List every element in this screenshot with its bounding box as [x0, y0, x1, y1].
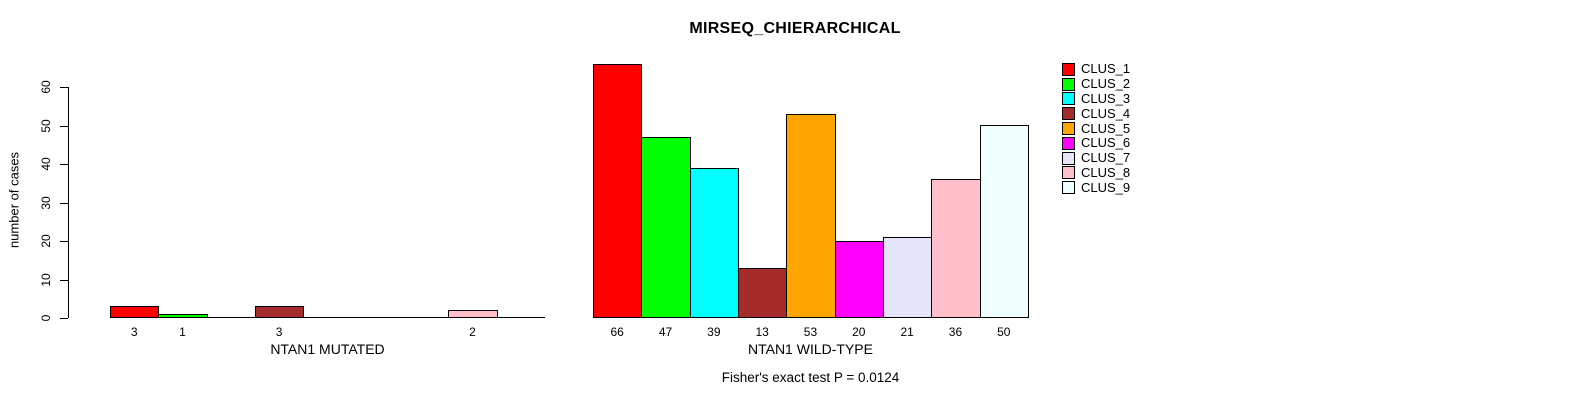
legend-swatch-icon	[1062, 181, 1075, 195]
legend-label: CLUS_5	[1081, 120, 1131, 136]
x-axis-label-wild-type: NTAN1 WILD-TYPE	[747, 341, 873, 357]
panel-ntan1-wild-type	[593, 58, 1029, 318]
legend-item-clus_6: CLUS_6	[1062, 136, 1130, 151]
y-tick-mark	[60, 241, 68, 242]
legend-swatch-icon	[1062, 166, 1075, 180]
y-tick-label: 20	[39, 234, 53, 248]
bar-value-label: 53	[803, 325, 818, 339]
legend-swatch-icon	[1062, 77, 1075, 91]
legend-item-clus_9: CLUS_9	[1062, 180, 1130, 195]
legend-item-clus_7: CLUS_7	[1062, 151, 1130, 166]
bar-clus_5	[786, 114, 836, 318]
bar-value-label: 20	[852, 325, 866, 339]
x-axis-label-mutated: NTAN1 MUTATED	[270, 341, 385, 357]
bar-value-label: 50	[997, 325, 1011, 339]
bar-clus_5	[303, 317, 352, 318]
bar-value-label: 21	[900, 325, 914, 339]
legend-label: CLUS_4	[1081, 105, 1131, 121]
bar-clus_1	[110, 306, 160, 318]
bar-clus_7	[399, 317, 449, 318]
bar-clus_2	[158, 314, 208, 318]
bar-clus_6	[351, 317, 400, 318]
legend-label: CLUS_1	[1081, 61, 1131, 77]
bar-clus_3	[689, 168, 739, 318]
bar-value-label: 2	[469, 325, 476, 339]
chart-title: MIRSEQ_CHIERARCHICAL	[689, 20, 901, 37]
y-axis-label: number of cases	[6, 151, 22, 249]
bar-value-labels-wild-type: 66 47 39 13 53 20 21 36 50	[593, 325, 1028, 339]
legend-item-clus_8: CLUS_8	[1062, 164, 1131, 181]
bar-value-label: 3	[275, 325, 283, 339]
y-tick-label: 10	[39, 272, 53, 287]
fisher-test-note: Fisher's exact test P = 0.0124	[721, 370, 900, 385]
legend-swatch-icon	[1062, 107, 1075, 121]
legend-item-clus_4: CLUS_4	[1062, 106, 1130, 121]
bar-clus_3	[206, 317, 255, 318]
bar-clus_1	[593, 64, 643, 318]
bar-clus_2	[641, 137, 691, 318]
bar-value-label: 1	[179, 325, 186, 339]
legend-label: CLUS_8	[1081, 164, 1131, 180]
bar-clus_4	[254, 306, 305, 318]
y-tick-mark	[60, 279, 68, 281]
y-axis	[68, 87, 69, 318]
bar-value-labels-mutated: 3 1 3 2	[110, 325, 545, 339]
y-tick-mark	[60, 87, 68, 88]
legend-label: CLUS_2	[1081, 76, 1131, 92]
bar-value-label: 3	[130, 325, 138, 339]
legend-label: CLUS_3	[1081, 90, 1131, 106]
y-tick-mark	[60, 202, 68, 204]
bar-clus_6	[834, 241, 884, 318]
bar-clus_8	[448, 310, 498, 318]
legend-swatch-icon	[1062, 151, 1075, 165]
legend-swatch-icon	[1062, 122, 1075, 136]
y-tick-label: 30	[39, 195, 53, 210]
bar-clus_9	[496, 317, 545, 318]
y-tick-label: 40	[39, 157, 53, 171]
y-tick-label: 0	[39, 314, 53, 322]
legend-item-clus_5: CLUS_5	[1062, 121, 1130, 136]
bar-value-label: 36	[948, 325, 963, 339]
y-tick-mark	[60, 164, 68, 165]
legend-item-clus_3: CLUS_3	[1062, 90, 1131, 107]
bar-value-label: 39	[707, 325, 721, 339]
bar-value-label: 47	[658, 325, 673, 339]
legend-swatch-icon	[1062, 92, 1075, 106]
y-tick-mark	[60, 125, 68, 127]
legend: CLUS_1 CLUS_2 CLUS_3 CLUS_4 CLUS_5 CLUS_6 CLUS…	[1062, 62, 1130, 195]
panel-ntan1-mutated	[110, 58, 545, 318]
legend-item-clus_2: CLUS_2	[1062, 77, 1130, 92]
bar-clus_9	[979, 125, 1029, 318]
y-tick-mark	[60, 318, 68, 319]
legend-item-clus_1: CLUS_1	[1062, 62, 1130, 77]
bar-clus_4	[737, 268, 788, 318]
legend-label: CLUS_9	[1081, 179, 1131, 195]
legend-swatch-icon	[1062, 62, 1075, 76]
bar-value-label: 66	[610, 325, 624, 339]
legend-label: CLUS_7	[1081, 150, 1131, 166]
bar-clus_7	[882, 237, 933, 318]
bar-value-label: 13	[755, 325, 769, 339]
legend-swatch-icon	[1062, 136, 1075, 150]
y-tick-label: 50	[39, 118, 53, 133]
y-tick-label: 60	[39, 80, 53, 94]
bar-clus_8	[931, 179, 981, 318]
legend-label: CLUS_6	[1081, 135, 1131, 151]
